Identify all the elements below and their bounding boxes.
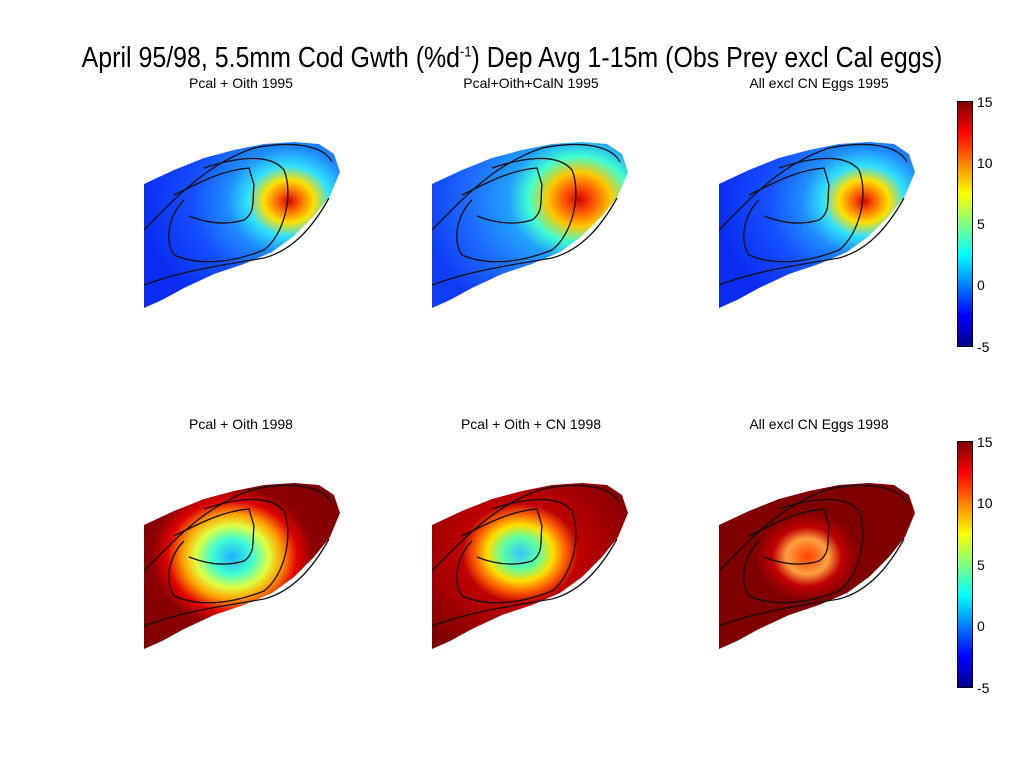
panel-title-pcal-oith-cn-1998: Pcal + Oith + CN 1998 (460, 416, 602, 432)
figure-title: April 95/98, 5.5mm Cod Gwth (%d-1) Dep A… (72, 38, 953, 78)
growth-map-1995-a (144, 142, 340, 308)
colorbar-1998-tick: 15 (977, 434, 993, 450)
colorbar-1998-tick: -5 (977, 680, 990, 696)
colorbar-1995-tick: 5 (977, 216, 985, 232)
growth-map-1998-c (719, 483, 915, 649)
growth-map-1995-b (432, 142, 628, 308)
figure-title-post: ) Dep Avg 1-15m (Obs Prey excl Cal eggs) (471, 42, 943, 74)
map-panel-all-excl-cn-eggs-1995 (719, 140, 929, 320)
colorbar-1995 (957, 101, 973, 347)
figure-title-exponent: -1 (460, 43, 472, 61)
colorbar-1998-tick: 0 (977, 618, 985, 634)
colorbar-1995-tick: 10 (977, 155, 993, 171)
growth-map-1998-a (144, 483, 340, 649)
map-panel-pcal-oith-1998 (144, 481, 354, 661)
map-panel-all-excl-cn-eggs-1998 (719, 481, 929, 661)
panel-title-pcal-oith-1998: Pcal + Oith 1998 (189, 416, 293, 432)
colorbar-1998 (957, 441, 973, 688)
panel-title-all-excl-cn-eggs-1995: All excl CN Eggs 1995 (749, 75, 889, 91)
map-panel-pcal-oith-caln-1995 (432, 140, 642, 320)
colorbar-1995-tick: -5 (977, 339, 990, 355)
map-panel-pcal-oith-1995 (144, 140, 354, 320)
panel-title-all-excl-cn-eggs-1998: All excl CN Eggs 1998 (749, 416, 889, 432)
figure-title-pre: April 95/98, 5.5mm Cod Gwth (%d (81, 42, 461, 74)
panel-title-pcal-oith-caln-1995: Pcal+Oith+CalN 1995 (463, 75, 599, 91)
panel-title-pcal-oith-1995: Pcal + Oith 1995 (189, 75, 293, 91)
colorbar-1998-tick: 5 (977, 557, 985, 573)
map-panel-pcal-oith-cn-1998 (432, 481, 642, 661)
colorbar-1998-tick: 10 (977, 495, 993, 511)
colorbar-1995-tick: 0 (977, 277, 985, 293)
growth-map-1998-b (432, 483, 628, 649)
growth-map-1995-c (719, 142, 915, 308)
colorbar-1995-tick: 15 (977, 94, 993, 110)
